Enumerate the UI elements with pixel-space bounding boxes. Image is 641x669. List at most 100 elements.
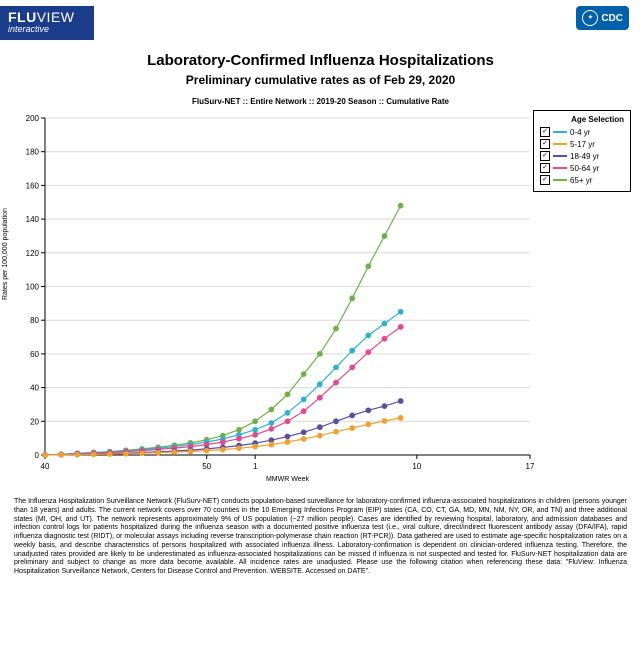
x-tick-label: 40 [41, 462, 50, 471]
legend-checkbox[interactable]: ✓ [540, 151, 550, 161]
chart-series-marker [188, 449, 193, 454]
chart-series-marker [350, 413, 355, 418]
chart-series-marker [269, 407, 274, 412]
chart-series-marker [382, 419, 387, 424]
chart-context-line: FluSurv-NET :: Entire Network :: 2019-20… [0, 97, 641, 106]
chart-series-marker [366, 333, 371, 338]
chart-series-marker [317, 382, 322, 387]
chart-series-marker [156, 450, 161, 455]
legend-swatch [553, 143, 567, 145]
chart-series-marker [269, 442, 274, 447]
legend-item[interactable]: ✓18-49 yr [540, 151, 624, 161]
chart-area: Rates per 100,000 population 02040608010… [0, 110, 641, 490]
chart-series-marker [75, 452, 80, 457]
chart-series-marker [350, 426, 355, 431]
chart-series-marker [269, 421, 274, 426]
y-tick-label: 20 [30, 417, 39, 426]
legend-item[interactable]: ✓ 0-4 yr [540, 127, 624, 137]
chart-series-marker [237, 436, 242, 441]
chart-series-marker [382, 404, 387, 409]
chart-series-marker [285, 410, 290, 415]
chart-series-marker [285, 419, 290, 424]
chart-series-marker [123, 451, 128, 456]
y-tick-label: 100 [26, 283, 40, 292]
chart-series-marker [301, 372, 306, 377]
chart-series-marker [350, 365, 355, 370]
y-tick-label: 40 [30, 384, 39, 393]
y-tick-label: 60 [30, 350, 39, 359]
x-tick-label: 1 [253, 462, 258, 471]
legend-swatch [553, 167, 567, 169]
chart-series-marker [301, 397, 306, 402]
chart-series-marker [398, 325, 403, 330]
y-tick-label: 80 [30, 316, 39, 325]
y-tick-label: 140 [26, 215, 40, 224]
chart-series-marker [220, 440, 225, 445]
y-tick-label: 120 [26, 249, 40, 258]
chart-series-marker [334, 326, 339, 331]
chart-series-marker [204, 448, 209, 453]
chart-series-marker [398, 203, 403, 208]
x-tick-label: 17 [526, 462, 535, 471]
fluview-logo-line2: interactive [8, 25, 86, 34]
x-axis-label: MMWR Week [266, 476, 310, 483]
page-root: FLUVIEW interactive ✦ CDC Laboratory-Con… [0, 0, 641, 587]
legend-item[interactable]: ✓50-64 yr [540, 163, 624, 173]
chart-series-marker [334, 380, 339, 385]
chart-series-marker [366, 422, 371, 427]
cdc-logo-text: CDC [601, 13, 623, 24]
chart-series-marker [366, 350, 371, 355]
y-tick-label: 0 [35, 451, 40, 460]
y-tick-label: 200 [26, 114, 40, 123]
x-tick-label: 50 [202, 462, 211, 471]
legend-swatch [553, 179, 567, 181]
legend-checkbox[interactable]: ✓ [540, 175, 550, 185]
legend-checkbox[interactable]: ✓ [540, 163, 550, 173]
legend-swatch [553, 131, 567, 133]
chart-series-marker [382, 234, 387, 239]
chart-series-marker [317, 425, 322, 430]
chart-series-marker [253, 427, 258, 432]
chart-title: Laboratory-Confirmed Influenza Hospitali… [20, 52, 621, 69]
legend-label: 5-17 yr [570, 140, 624, 149]
chart-series-marker [253, 432, 258, 437]
chart-series-marker [334, 419, 339, 424]
chart-series-marker [398, 309, 403, 314]
chart-series-marker [317, 352, 322, 357]
legend-swatch [553, 155, 567, 157]
chart-series-marker [398, 416, 403, 421]
legend-label: 65+ yr [570, 176, 624, 185]
titles: Laboratory-Confirmed Influenza Hospitali… [0, 40, 641, 97]
legend: Age Selection ✓ 0-4 yr ✓ 5-17 yr ✓18-49 yr ✓5… [533, 110, 631, 192]
chart-series-marker [301, 437, 306, 442]
chart-series-marker [237, 427, 242, 432]
legend-item[interactable]: ✓ 65+ yr [540, 175, 624, 185]
chart-series-marker [366, 264, 371, 269]
chart-subtitle: Preliminary cumulative rates as of Feb 2… [20, 73, 621, 87]
chart-series-marker [172, 450, 177, 455]
legend-title: Age Selection [540, 115, 624, 124]
chart-series-marker [220, 447, 225, 452]
legend-item[interactable]: ✓ 5-17 yr [540, 139, 624, 149]
legend-label: 0-4 yr [570, 128, 624, 137]
chart-series-marker [317, 433, 322, 438]
header: FLUVIEW interactive ✦ CDC [0, 0, 641, 40]
chart-series-marker [59, 452, 64, 457]
logo-text-view: VIEW [37, 9, 75, 25]
chart-series-marker [334, 365, 339, 370]
chart-series-marker [269, 426, 274, 431]
chart-series-marker [140, 451, 145, 456]
chart-series-marker [285, 440, 290, 445]
fluview-logo: FLUVIEW interactive [0, 6, 94, 40]
y-tick-label: 180 [26, 148, 40, 157]
chart-series-marker [350, 296, 355, 301]
footer-text: The Influenza Hospitalization Surveillan… [0, 490, 641, 587]
chart-series-marker [350, 348, 355, 353]
chart-series-marker [301, 430, 306, 435]
chart-series-marker [43, 453, 48, 458]
legend-checkbox[interactable]: ✓ [540, 139, 550, 149]
y-tick-label: 160 [26, 181, 40, 190]
chart-series-marker [285, 434, 290, 439]
chart-series-marker [253, 444, 258, 449]
legend-checkbox[interactable]: ✓ [540, 127, 550, 137]
